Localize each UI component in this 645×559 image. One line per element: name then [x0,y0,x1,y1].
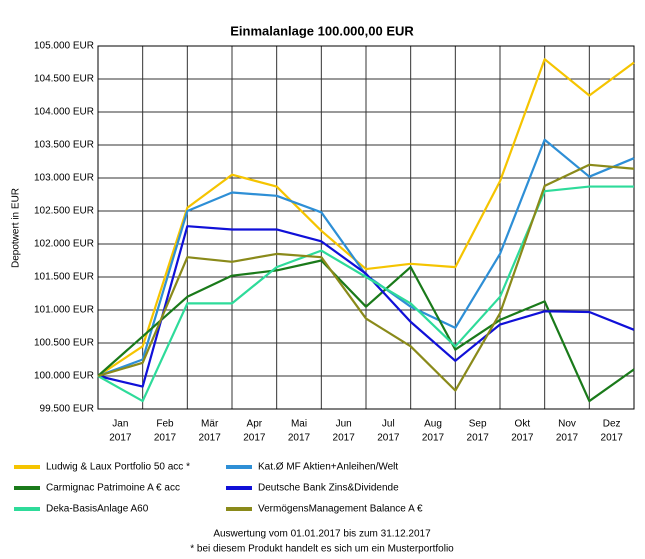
chart-title: Einmalanlage 100.000,00 EUR [230,23,414,38]
series-line [97,259,635,403]
footer: Auswertung vom 01.01.2017 bis zum 31.12.… [213,529,431,540]
x-tick-label: Jan [112,419,128,430]
y-tick-label: 99.500 EUR [40,404,94,415]
x-tick-label: Sep [469,419,487,430]
x-tick-label: 2017 [333,433,356,444]
x-tick-label: 2017 [109,433,132,444]
legend-label: Carmignac Patrimoine A € acc [46,483,180,494]
plot-border [97,45,635,410]
x-tick-label: 2017 [601,433,624,444]
x-tick-label: Jun [336,419,352,430]
x-tick-label: Mär [201,419,219,430]
y-tick-label: 100.000 EUR [34,371,94,382]
x-tick-label: 2017 [243,433,266,444]
series-line [97,225,635,388]
y-tick-label: 104.500 EUR [34,74,94,85]
x-tick-label: Dez [603,419,621,430]
x-tick-label: Mai [291,419,307,430]
legend-label: Deka-BasisAnlage A60 [46,504,149,515]
x-tick-label: 2017 [511,433,534,444]
x-tick-label: Apr [247,419,263,430]
y-tick-label: 103.000 EUR [34,173,94,184]
footer: * bei diesem Produkt handelt es sich um … [190,544,454,555]
series-line [97,185,634,403]
x-tick-label: Aug [424,419,442,430]
x-tick-label: 2017 [556,433,579,444]
legend-label: Deutsche Bank Zins&Dividende [258,483,399,494]
x-tick-label: Okt [515,419,531,430]
x-tick-label: 2017 [288,433,311,444]
x-tick-label: 2017 [467,433,490,444]
series-line [97,163,635,392]
y-tick-label: 101.000 EUR [34,305,94,316]
y-tick-label: 102.000 EUR [34,239,94,250]
y-tick-label: 103.500 EUR [34,140,94,151]
y-tick-label: 104.000 EUR [34,107,94,118]
series-line [97,58,635,377]
y-tick-label: 102.500 EUR [34,206,94,217]
x-tick-label: 2017 [154,433,177,444]
x-tick-label: Feb [156,419,174,430]
legend-label: Kat.Ø MF Aktien+Anleihen/Welt [258,462,398,473]
x-tick-label: Jul [382,419,395,430]
x-tick-label: 2017 [422,433,445,444]
y-axis-label: Depotwert in EUR [11,188,22,268]
y-tick-label: 100.500 EUR [34,338,94,349]
legend-label: VermögensManagement Balance A € [258,504,423,515]
y-tick-label: 101.500 EUR [34,272,94,283]
x-tick-label: 2017 [199,433,222,444]
y-tick-label: 105.000 EUR [34,41,94,52]
x-tick-label: 2017 [377,433,400,444]
legend-label: Ludwig & Laux Portfolio 50 acc * [46,462,190,473]
x-tick-label: Nov [558,419,576,430]
